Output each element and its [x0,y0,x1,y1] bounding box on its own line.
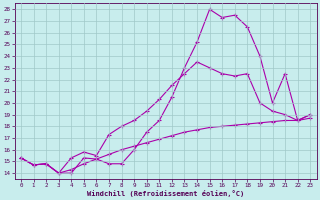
X-axis label: Windchill (Refroidissement éolien,°C): Windchill (Refroidissement éolien,°C) [87,190,244,197]
